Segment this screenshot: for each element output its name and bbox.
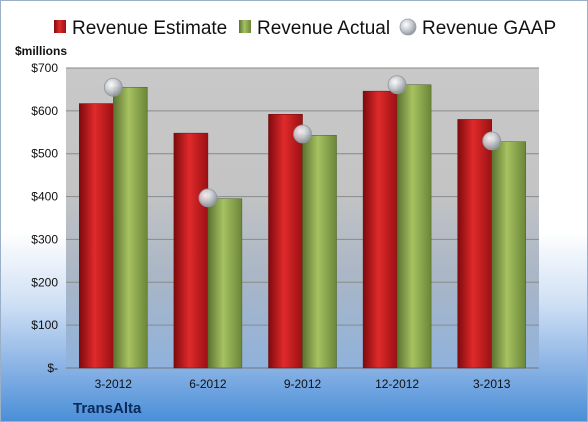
x-tick-label: 3-2012 bbox=[95, 377, 133, 391]
gaap-markers bbox=[103, 75, 502, 208]
bar-actual bbox=[207, 198, 243, 369]
bar-actual bbox=[302, 135, 337, 369]
legend-label-estimate: Revenue Estimate bbox=[72, 18, 227, 39]
bars bbox=[79, 84, 526, 369]
bar-estimate bbox=[79, 103, 114, 369]
y-axis-ticks: $- $100 $200 $300 $400 $500 $600 $700 bbox=[31, 61, 58, 375]
legend-swatch-actual bbox=[239, 20, 251, 33]
marker-gaap bbox=[198, 188, 218, 208]
bar-estimate bbox=[173, 132, 209, 369]
legend-swatch-gaap bbox=[399, 18, 417, 36]
x-axis-ticks: 3-2012 6-2012 9-2012 12-2012 3-2013 bbox=[95, 377, 511, 391]
legend: Revenue Estimate Revenue Actual Revenue … bbox=[54, 18, 556, 39]
x-tick-label: 3-2013 bbox=[473, 377, 511, 391]
bar-actual bbox=[113, 87, 148, 369]
x-tick-label: 12-2012 bbox=[375, 377, 419, 391]
marker-gaap bbox=[103, 77, 123, 97]
y-tick-label: $500 bbox=[31, 147, 58, 161]
legend-label-gaap: Revenue GAAP bbox=[422, 18, 556, 39]
y-tick-label: $300 bbox=[31, 232, 58, 246]
y-tick-label: $- bbox=[47, 361, 58, 375]
y-tick-label: $700 bbox=[31, 61, 58, 75]
y-axis-unit-label: $millions bbox=[15, 44, 67, 58]
marker-gaap bbox=[293, 124, 312, 144]
marker-gaap bbox=[482, 131, 502, 151]
bar-estimate bbox=[362, 90, 398, 369]
bar-actual bbox=[396, 84, 432, 369]
bar-actual bbox=[491, 141, 526, 369]
legend-label-actual: Revenue Actual bbox=[257, 18, 390, 39]
x-tick-label: 9-2012 bbox=[284, 377, 322, 391]
y-tick-label: $600 bbox=[31, 104, 58, 118]
x-tick-label: 6-2012 bbox=[189, 377, 227, 391]
bar-estimate bbox=[268, 114, 303, 369]
legend-item-gaap: Revenue GAAP bbox=[399, 18, 556, 39]
y-tick-label: $400 bbox=[31, 190, 58, 204]
bar-estimate bbox=[457, 119, 492, 369]
company-name: TransAlta bbox=[73, 400, 142, 417]
legend-swatch-estimate bbox=[54, 20, 66, 33]
legend-item-actual: Revenue Actual bbox=[239, 18, 390, 39]
y-tick-label: $200 bbox=[31, 275, 58, 289]
y-tick-label: $100 bbox=[31, 318, 58, 332]
marker-gaap bbox=[387, 75, 407, 95]
legend-item-estimate: Revenue Estimate bbox=[54, 18, 227, 39]
